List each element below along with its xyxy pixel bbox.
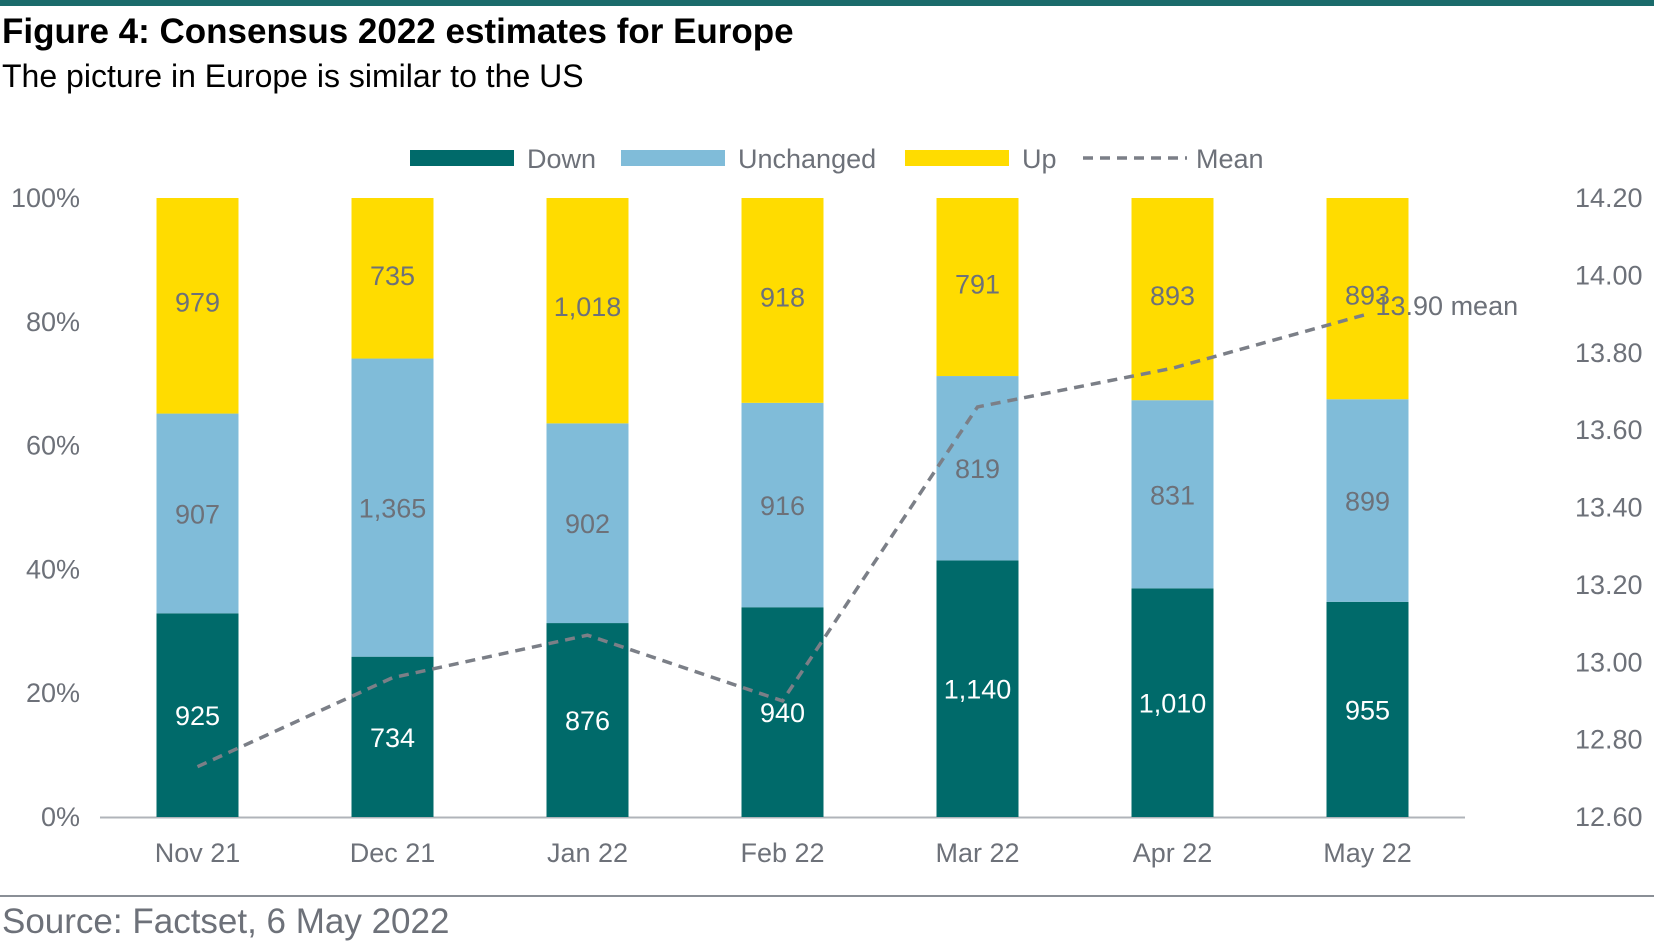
data-label-unchanged: 899 (1345, 487, 1390, 517)
data-label-up: 1,018 (554, 292, 622, 322)
bar-segment-down (156, 613, 239, 817)
bar-segment-up (156, 198, 239, 414)
bar-segment-unchanged (1326, 399, 1409, 602)
bar-segment-down (351, 656, 434, 817)
data-label-unchanged: 819 (955, 454, 1000, 484)
bar-segment-up (1326, 198, 1409, 400)
data-label-unchanged: 902 (565, 509, 610, 539)
legend-swatch-unchanged (621, 150, 725, 166)
bar-segment-down (1131, 588, 1214, 817)
bar-segment-unchanged (1131, 400, 1214, 589)
data-label-up: 918 (760, 282, 805, 312)
source-note: Source: Factset, 6 May 2022 (2, 902, 450, 941)
data-label-unchanged: 907 (175, 499, 220, 529)
legend-label: Unchanged (738, 144, 876, 174)
data-label-unchanged: 916 (760, 491, 805, 521)
x-category-label: Apr 22 (1133, 838, 1213, 868)
y-right-tick-label: 13.60 (1575, 415, 1643, 445)
data-label-up: 979 (175, 287, 220, 317)
y-right-tick-label: 13.40 (1575, 493, 1643, 523)
x-category-label: Jan 22 (547, 838, 628, 868)
bar-segment-up (546, 198, 629, 424)
legend-swatch-down (410, 150, 514, 166)
bar-segment-down (1326, 601, 1409, 817)
data-label-up: 791 (955, 269, 1000, 299)
y-right-tick-label: 12.60 (1575, 802, 1643, 832)
mean-line (196, 312, 1368, 769)
x-category-label: Nov 21 (155, 838, 241, 868)
data-label-down: 925 (175, 701, 220, 731)
y-left-tick-label: 100% (11, 183, 80, 213)
y-left-tick-label: 0% (41, 802, 80, 832)
x-category-label: Feb 22 (740, 838, 824, 868)
data-label-down: 940 (760, 698, 805, 728)
bar-segment-unchanged (546, 423, 629, 624)
bar-segment-unchanged (741, 402, 824, 608)
bar-segment-down (741, 607, 824, 817)
y-left-tick-label: 40% (26, 554, 80, 584)
x-category-label: Dec 21 (350, 838, 436, 868)
bar-segment-up (936, 198, 1019, 377)
y-right-tick-label: 13.20 (1575, 570, 1643, 600)
bar-segment-up (1131, 198, 1214, 401)
data-label-unchanged: 831 (1150, 480, 1195, 510)
legend-label: Up (1022, 144, 1057, 174)
y-right-tick-label: 14.20 (1575, 183, 1643, 213)
y-right-tick-label: 12.80 (1575, 725, 1643, 755)
top-rule (0, 0, 1654, 6)
bar-segment-up (741, 198, 824, 403)
data-label-up: 735 (370, 261, 415, 291)
y-left-tick-label: 60% (26, 431, 80, 461)
bar-segment-down (936, 560, 1019, 817)
y-right-tick-label: 14.00 (1575, 260, 1643, 290)
legend-swatch-up (905, 150, 1009, 166)
page-title: Figure 4: Consensus 2022 estimates for E… (2, 12, 794, 51)
data-label-down: 734 (370, 723, 415, 753)
bottom-rule (0, 895, 1654, 897)
bar-segment-unchanged (351, 358, 434, 657)
data-label-unchanged: 1,365 (359, 494, 427, 524)
data-label-up: 893 (1345, 281, 1390, 311)
x-category-label: May 22 (1323, 838, 1412, 868)
data-label-down: 1,140 (944, 675, 1012, 705)
data-label-down: 1,010 (1139, 689, 1207, 719)
mean-annotation: 13.90 mean (1376, 291, 1519, 321)
legend-label: Down (527, 144, 596, 174)
y-right-tick-label: 13.00 (1575, 647, 1643, 677)
page-subtitle: The picture in Europe is similar to the … (2, 58, 584, 94)
legend-label: Mean (1196, 144, 1264, 174)
bar-segment-up (351, 198, 434, 359)
y-right-tick-label: 13.80 (1575, 338, 1643, 368)
bar-segment-down (546, 623, 629, 817)
x-category-label: Mar 22 (935, 838, 1019, 868)
y-left-tick-label: 80% (26, 307, 80, 337)
bar-segment-unchanged (156, 413, 239, 614)
data-label-down: 876 (565, 706, 610, 736)
data-label-up: 893 (1150, 281, 1195, 311)
y-left-tick-label: 20% (26, 678, 80, 708)
data-label-down: 955 (1345, 695, 1390, 725)
